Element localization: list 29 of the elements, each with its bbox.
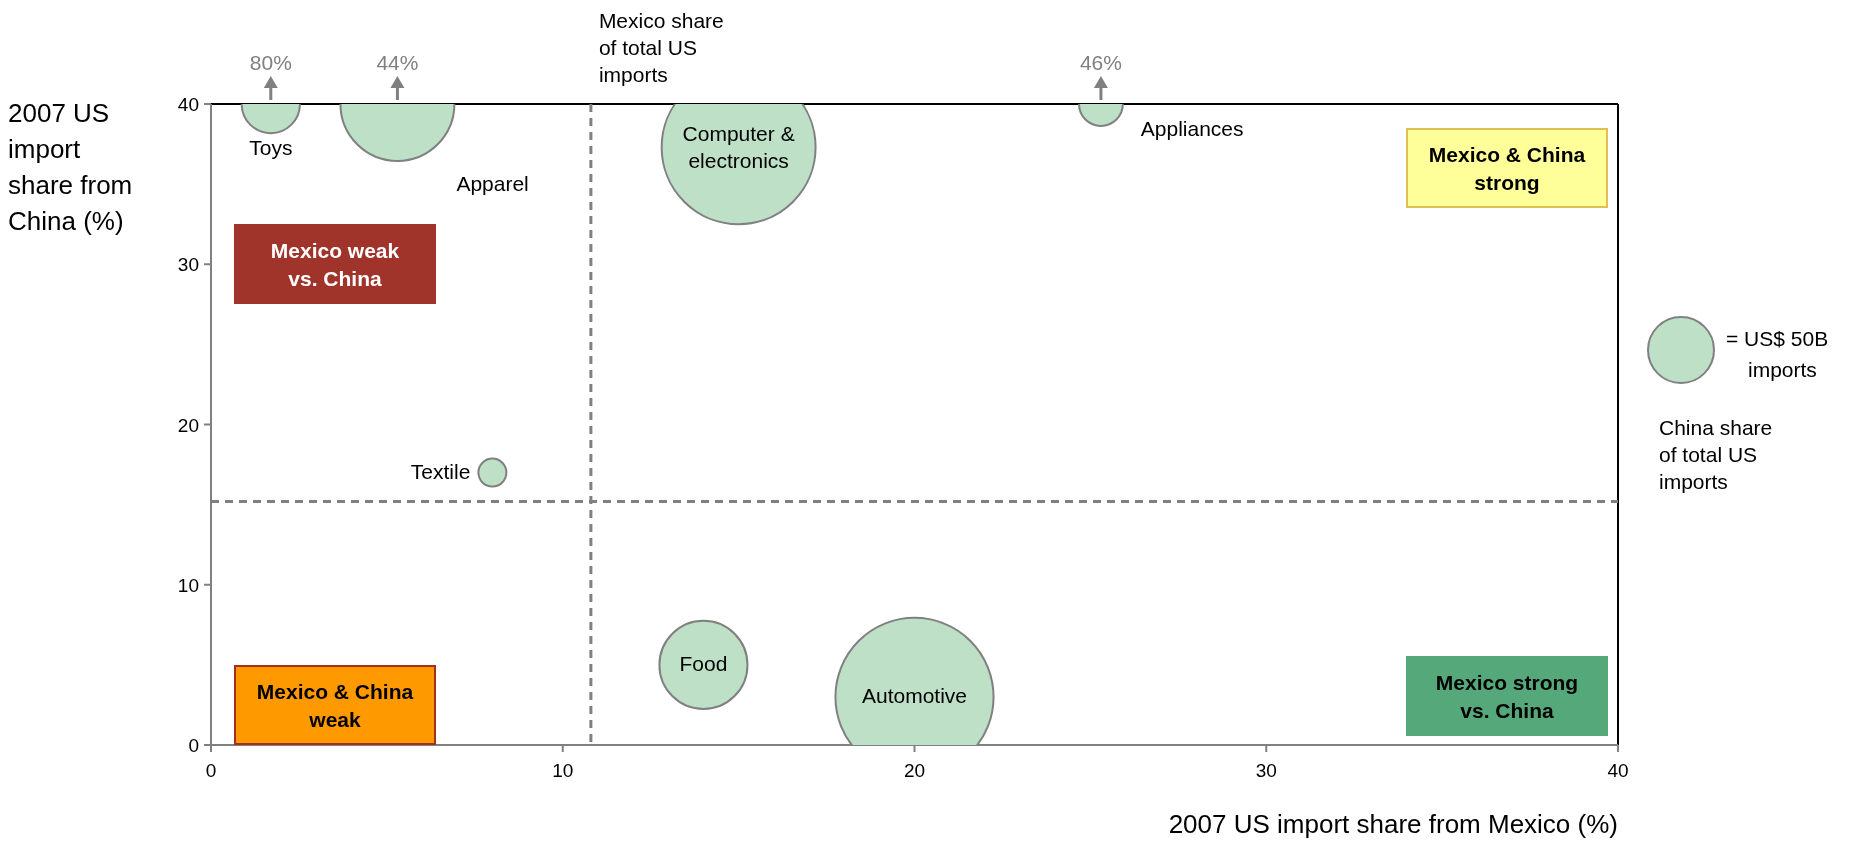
series-label: Textile <box>410 459 471 483</box>
x-tick-label: 20 <box>903 760 926 781</box>
ref-line-label: China share of total US imports <box>1659 416 1773 494</box>
x-tick-label: 0 <box>205 760 217 781</box>
y-tick-label: 10 <box>177 574 199 596</box>
y-tick-label: 20 <box>177 414 199 436</box>
annotation: 44% <box>376 51 419 74</box>
annotation: 80% <box>249 51 292 74</box>
x-tick-label: 30 <box>1255 760 1277 781</box>
annotation: 46% <box>1079 51 1122 74</box>
series-label: Apparel <box>456 171 529 195</box>
annotation: Mexico & China strong <box>1428 143 1586 194</box>
y-tick-label: 30 <box>177 254 199 276</box>
ref-line-label: Mexico share of total US imports <box>598 9 724 86</box>
series-label: Appliances <box>1140 117 1244 140</box>
y-axis-title: 2007 US import share from China (%) <box>8 98 133 236</box>
annotation: Mexico & China weak <box>256 680 414 731</box>
x-tick-label: 10 <box>552 760 574 781</box>
y-tick-label: 40 <box>177 94 199 115</box>
series-label: Toys <box>249 136 293 160</box>
series-label: Computer & electronics <box>682 122 795 173</box>
x-tick-label: 40 <box>1607 760 1629 781</box>
annotation: Mexico weak vs. China <box>270 239 400 290</box>
legend-label: = US$ 50B imports <box>1726 327 1829 381</box>
series-label: Food <box>679 651 728 675</box>
x-axis-title: 2007 US import share from Mexico (%) <box>1168 809 1618 839</box>
y-tick-label: 0 <box>188 735 199 756</box>
annotation: Mexico strong vs. China <box>1435 671 1579 722</box>
series-label: Automotive <box>861 683 968 707</box>
